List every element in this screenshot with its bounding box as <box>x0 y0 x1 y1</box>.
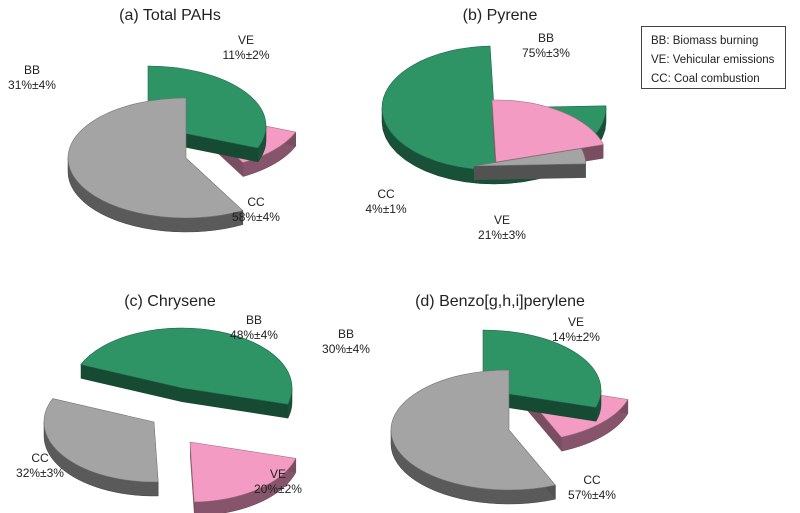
pie-slice-cc <box>67 97 244 233</box>
legend-entry-bb: BB: Biomass burning <box>651 35 759 47</box>
slice-value-ve: 14%±2% <box>552 330 600 344</box>
slice-label-bb: BB <box>538 31 554 45</box>
slice-label-bb: BB <box>338 327 354 341</box>
legend-entry-ve: VE: Vehicular emissions <box>651 54 775 66</box>
slice-value-ve: 20%±2% <box>254 482 302 496</box>
slice-cut-face <box>474 163 586 180</box>
slice-top-face <box>482 329 602 408</box>
slice-value-cc: 4%±1% <box>365 202 407 216</box>
slice-label-cc: CC <box>583 473 601 487</box>
slice-label-cc: CC <box>377 187 395 201</box>
pie-slice-cc <box>390 369 556 505</box>
legend: BB: Biomass burning VE: Vehicular emissi… <box>641 26 786 89</box>
slice-label-bb: BB <box>24 63 40 77</box>
slice-value-cc: 57%±4% <box>568 488 616 502</box>
pie-slice-cc <box>43 398 159 497</box>
slice-top-face <box>80 327 293 405</box>
pie-slice-cc <box>473 148 587 180</box>
slice-cut-face <box>483 390 596 422</box>
slice-label-ve: VE <box>568 315 584 329</box>
pie-slice-bb <box>482 329 602 423</box>
slice-label-ve: VE <box>238 33 254 47</box>
panel-title: (c) Chrysene <box>124 293 216 310</box>
slice-label-ve: VE <box>270 467 286 481</box>
panel-title: (a) Total PAHs <box>119 7 221 24</box>
slice-value-ve: 21%±3% <box>478 228 526 242</box>
slice-top-face <box>189 441 297 503</box>
legend-entry-cc: CC: Coal combustion <box>651 73 760 85</box>
panel-title: (b) Pyrene <box>463 7 538 24</box>
slice-value-bb: 48%±4% <box>230 328 278 342</box>
slice-value-bb: 30%±4% <box>322 342 370 356</box>
slice-value-bb: 75%±3% <box>522 46 570 60</box>
slice-cut-face <box>80 364 182 402</box>
slice-label-ve: VE <box>494 213 510 227</box>
slice-label-bb: BB <box>246 313 262 327</box>
slice-cut-face <box>182 388 288 419</box>
panel-title: (d) Benzo[g,h,i]perylene <box>415 293 585 310</box>
slice-label-cc: CC <box>247 195 265 209</box>
slice-top-face <box>473 148 587 167</box>
slice-label-cc: CC <box>31 451 49 465</box>
slice-top-face <box>390 369 556 491</box>
slice-value-cc: 32%±3% <box>16 466 64 480</box>
pie-slice-ve <box>189 441 297 513</box>
slice-top-face <box>67 97 244 219</box>
slice-value-ve: 11%±2% <box>222 48 269 62</box>
slice-top-face <box>491 99 604 163</box>
slice-top-face <box>43 398 159 483</box>
slice-value-bb: 31%±4% <box>8 78 56 92</box>
slice-value-cc: 58%±4% <box>232 210 280 224</box>
pie-slice-bb <box>80 327 293 419</box>
